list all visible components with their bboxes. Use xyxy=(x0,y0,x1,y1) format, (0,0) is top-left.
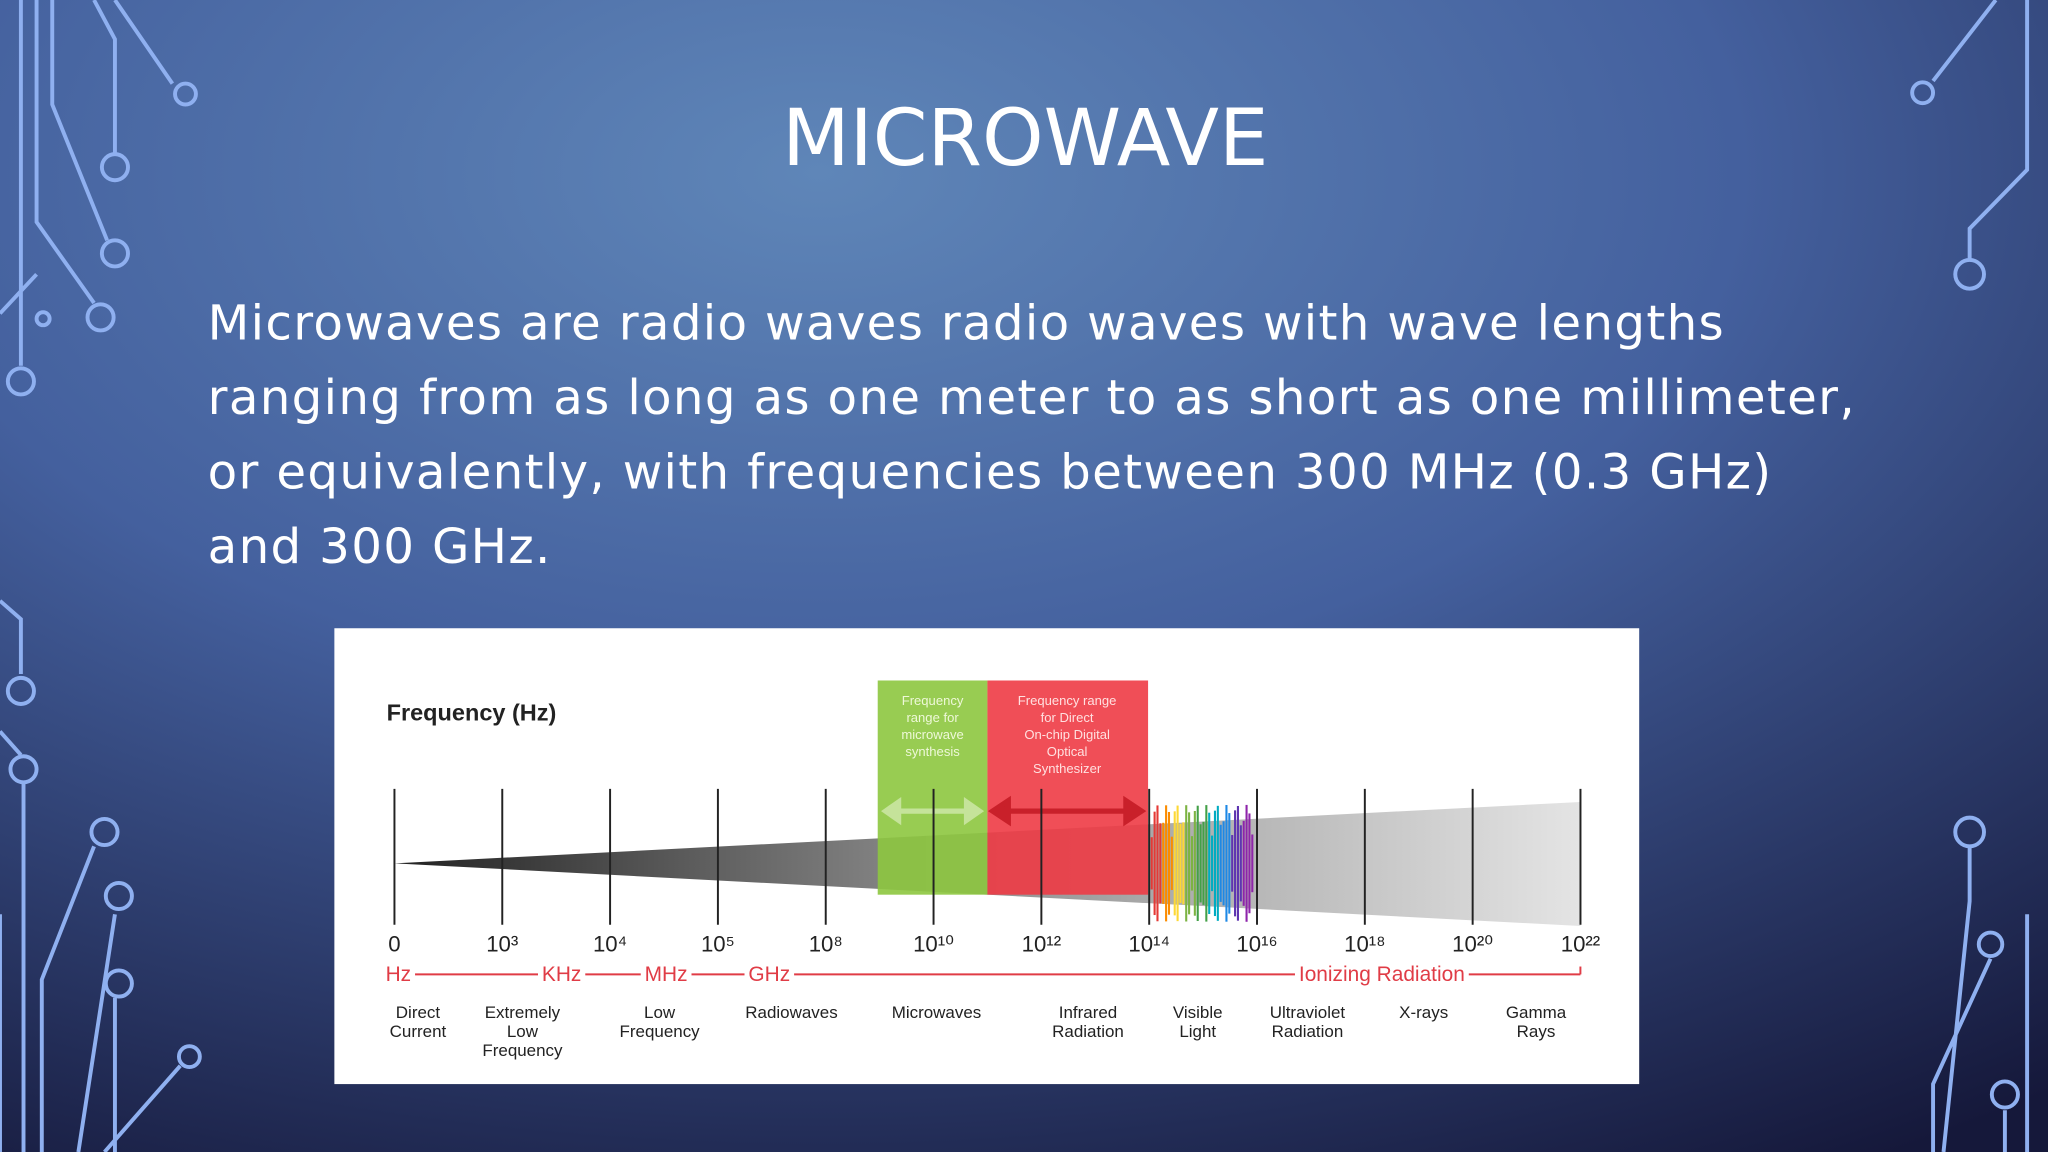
category-label: Low xyxy=(644,1003,676,1022)
box-label: Frequency xyxy=(902,693,964,708)
box-label: Frequency range xyxy=(1018,693,1117,708)
spectrum-bar xyxy=(1162,822,1165,904)
spectrum-bar xyxy=(1165,805,1168,922)
spectrum-bar xyxy=(1150,837,1153,890)
spectrum-bar xyxy=(1248,813,1251,914)
red-arrow xyxy=(987,795,1147,827)
category-label: Radiation xyxy=(1272,1022,1344,1041)
category-label: Frequency xyxy=(620,1022,701,1041)
spectrum-bar xyxy=(1196,805,1199,922)
visible-spectrum xyxy=(1150,804,1254,922)
optical-box xyxy=(987,680,1149,895)
tick-label: 10¹⁰ xyxy=(913,931,954,956)
tick-label: 10¹⁸ xyxy=(1344,931,1385,956)
category-label: Direct xyxy=(396,1003,441,1022)
box-label: Optical xyxy=(1047,744,1088,759)
spectrum-bar xyxy=(1153,811,1156,916)
spectrum-bar xyxy=(1199,824,1202,903)
category-label: Radiation xyxy=(1052,1022,1124,1041)
category-label: X-rays xyxy=(1399,1003,1448,1022)
category-label: Infrared xyxy=(1059,1003,1117,1022)
figure: Frequency (Hz) 0 10³ 10⁴ 10⁵ 10⁸ 10¹⁰ 10¹² 10¹⁴… xyxy=(334,628,1640,1085)
spectrum-bar xyxy=(1173,811,1176,916)
body-line: Microwaves are radio waves radio waves w… xyxy=(208,296,1725,352)
box-label: range for xyxy=(906,710,959,725)
band-label-bg xyxy=(744,963,795,987)
spectrum-bar xyxy=(1219,824,1222,902)
band-label-bg xyxy=(537,963,586,987)
axis-title: Frequency (Hz) xyxy=(387,700,557,726)
spectrum-bar xyxy=(1236,805,1239,921)
tick-label: 10¹⁶ xyxy=(1236,931,1277,956)
category-label: Radiowaves xyxy=(745,1003,837,1022)
spectrum-bar xyxy=(1182,822,1185,905)
spectrum-bar xyxy=(1159,823,1162,904)
spectrum-bar xyxy=(1242,820,1245,906)
spectrum-bar xyxy=(1170,836,1173,891)
category-label: Microwaves xyxy=(892,1003,982,1022)
spectrum-bar xyxy=(1213,810,1216,917)
band-label: Hz xyxy=(386,963,412,986)
band-label: KHz xyxy=(542,963,581,986)
spectrum-bar xyxy=(1202,821,1205,905)
tick-label: 10⁸ xyxy=(809,931,843,956)
tick-label: 10¹² xyxy=(1022,931,1061,956)
band-label: MHz xyxy=(645,963,688,986)
slide-title: MICROWAVE xyxy=(782,93,1268,184)
box-label: On-chip Digital xyxy=(1024,727,1110,742)
spectrum-bar xyxy=(1245,804,1248,922)
spectrum-bar xyxy=(1231,835,1234,892)
spectrum-bar xyxy=(1216,805,1219,921)
tick-label: 10¹⁴ xyxy=(1128,931,1170,956)
spectrum-bar xyxy=(1167,811,1171,915)
spectrum-bar xyxy=(1205,805,1208,922)
spectrum-bar xyxy=(1211,835,1214,892)
box-label: for Direct xyxy=(1041,710,1094,725)
body-line: and 300 GHz. xyxy=(208,519,552,575)
body-line: ranging from as long as one meter to as … xyxy=(208,370,1856,426)
tick-label: 10⁵ xyxy=(701,931,735,956)
tick-label: 0 xyxy=(388,931,400,956)
category-label: Light xyxy=(1179,1022,1216,1041)
spectrum-bar xyxy=(1208,812,1211,914)
band-label-bg xyxy=(640,963,692,987)
band-label: GHz xyxy=(748,963,790,986)
category-label: Gamma xyxy=(1506,1003,1567,1022)
spectrum-bar xyxy=(1222,821,1225,906)
band-label: Ionizing Radiation xyxy=(1299,963,1465,986)
category-label: Current xyxy=(390,1022,447,1041)
category-label: Frequency xyxy=(482,1041,563,1060)
spectrum-bar xyxy=(1190,836,1194,891)
category-label: Rays xyxy=(1517,1022,1556,1041)
spectrum-bar xyxy=(1185,805,1188,922)
body-text: Microwaves are radio waves radio waves w… xyxy=(208,296,1856,575)
spectrum-bar xyxy=(1179,823,1182,903)
tick-label: 10²² xyxy=(1561,931,1600,956)
box-label: microwave xyxy=(901,727,963,742)
spectrum-bar xyxy=(1251,834,1254,893)
spectrum-bar xyxy=(1188,812,1191,915)
spectrum-bar xyxy=(1239,825,1242,902)
category-label: Ultraviolet xyxy=(1270,1003,1346,1022)
category-label: Low xyxy=(507,1022,539,1041)
band-label-bg xyxy=(381,963,416,987)
tick-label: 10⁴ xyxy=(593,931,627,956)
tick-label: 10³ xyxy=(486,931,518,956)
spectrum-bar xyxy=(1225,804,1228,922)
category-label: Visible xyxy=(1173,1003,1223,1022)
tick-label: 10²⁰ xyxy=(1452,931,1493,956)
spectrum-bar xyxy=(1228,813,1231,914)
body-line: or equivalently, with frequencies betwee… xyxy=(208,444,1773,500)
spectrum-bar xyxy=(1156,805,1159,922)
spectrum-bar xyxy=(1193,810,1196,916)
category-label: Extremely xyxy=(485,1003,561,1022)
band-label-bg xyxy=(1294,963,1469,987)
box-label: synthesis xyxy=(905,744,960,759)
box-label: Synthesizer xyxy=(1033,761,1102,776)
spectrum-bar xyxy=(1234,810,1237,917)
spectrum-bar xyxy=(1176,805,1179,922)
